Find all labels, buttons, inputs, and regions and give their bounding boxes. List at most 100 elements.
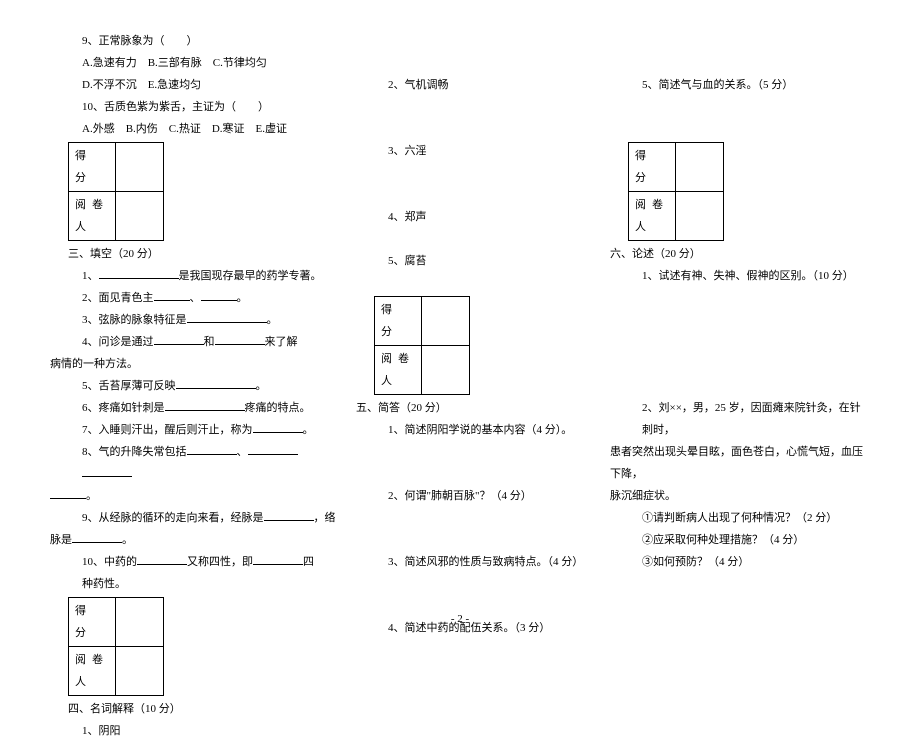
disc-2-sub2: ②应采取何种处理措施？（4 分） bbox=[610, 529, 870, 551]
disc-2-sub3: ③如何预防？（4 分） bbox=[610, 551, 870, 573]
fill-9: 9、从经脉的循环的走向来看，经脉是 ，络 bbox=[50, 507, 336, 529]
column-2: 2、气机调畅 3、六淫 4、郑声 5、腐苔 得 分 阅卷人 五、简答（20 分）… bbox=[356, 30, 590, 590]
section-6-heading: 六、论述（20 分） bbox=[610, 243, 870, 265]
noun-3: 3、六淫 bbox=[356, 140, 590, 162]
page-number: - 2 - bbox=[451, 613, 469, 625]
f8b: 、 bbox=[237, 446, 248, 458]
blank bbox=[72, 532, 122, 543]
q9-options-1: A.急速有力 B.三部有脉 C.节律均匀 bbox=[50, 52, 336, 74]
blank bbox=[253, 554, 303, 565]
blank bbox=[82, 466, 132, 477]
sa-2: 2、何谓"肺朝百脉"？（4 分） bbox=[356, 485, 590, 507]
f2a: 2、面见青色主 bbox=[82, 292, 154, 304]
f2b: 、 bbox=[190, 292, 201, 304]
score-value bbox=[676, 143, 724, 192]
blank bbox=[154, 334, 204, 345]
f7b: 。 bbox=[303, 424, 314, 436]
section-3-heading: 三、填空（20 分） bbox=[50, 243, 336, 265]
score-cell: 得 分 bbox=[629, 143, 676, 192]
f5a: 5、舌苔厚薄可反映 bbox=[82, 380, 176, 392]
grader-cell: 阅卷人 bbox=[629, 192, 676, 241]
f9b: ，络 bbox=[314, 512, 336, 524]
column-1: 9、正常脉象为（ ） A.急速有力 B.三部有脉 C.节律均匀 D.不浮不沉 E… bbox=[50, 30, 336, 590]
blank bbox=[187, 444, 237, 455]
sa-3: 3、简述风邪的性质与致病特点。（4 分） bbox=[356, 551, 590, 573]
fill-8-end: 。 bbox=[50, 485, 336, 507]
f9d: 。 bbox=[122, 534, 133, 546]
noun-4: 4、郑声 bbox=[356, 206, 590, 228]
f9a: 9、从经脉的循环的走向来看，经脉是 bbox=[82, 512, 264, 524]
blank bbox=[187, 312, 267, 323]
f8a: 8、气的升降失常包括 bbox=[82, 446, 187, 458]
blank bbox=[248, 444, 298, 455]
fill-3: 3、弦脉的脉象特征是 。 bbox=[50, 309, 336, 331]
fill-4-line2: 病情的一种方法。 bbox=[50, 353, 336, 375]
grader-value bbox=[676, 192, 724, 241]
score-value bbox=[116, 143, 164, 192]
grader-value bbox=[422, 346, 470, 395]
score-table-1: 得 分 阅卷人 bbox=[68, 142, 164, 241]
f1a: 1、 bbox=[82, 270, 99, 282]
blank bbox=[154, 290, 190, 301]
f5b: 。 bbox=[256, 380, 267, 392]
section-5-heading: 五、简答（20 分） bbox=[356, 397, 590, 419]
blank bbox=[50, 488, 86, 499]
disc-2a: 2、刘××，男，25 岁，因面瘫来院针灸，在针刺时， bbox=[610, 397, 870, 441]
disc-1: 1、试述有神、失神、假神的区别。（10 分） bbox=[610, 265, 870, 287]
f6b: 疼痛的特点。 bbox=[245, 402, 311, 414]
fill-4-line1: 4、问诊是通过 和 来了解 bbox=[50, 331, 336, 353]
score-table-4: 得 分 阅卷人 bbox=[628, 142, 724, 241]
fill-1: 1、 是我国现存最早的药学专著。 bbox=[50, 265, 336, 287]
q10-options: A.外感 B.内伤 C.热证 D.寒证 E.虚证 bbox=[50, 118, 336, 140]
fill-10: 10、中药的 又称四性，即 四 bbox=[50, 551, 336, 573]
sa-1: 1、简述阴阳学说的基本内容（4 分）。 bbox=[356, 419, 590, 441]
fill-8: 8、气的升降失常包括 、 bbox=[50, 441, 336, 485]
score-cell: 得 分 bbox=[69, 598, 116, 647]
f4b: 和 bbox=[204, 336, 215, 348]
fill-10-line2: 种药性。 bbox=[50, 573, 336, 595]
f4a: 4、问诊是通过 bbox=[82, 336, 154, 348]
score-value bbox=[116, 598, 164, 647]
f6a: 6、疼痛如针刺是 bbox=[82, 402, 165, 414]
grader-cell: 阅卷人 bbox=[69, 647, 116, 696]
f8c: 。 bbox=[86, 490, 97, 502]
disc-2b: 患者突然出现头晕目眩，面色苍白，心慌气短，血压下降， bbox=[610, 441, 870, 485]
fill-9-line2: 脉是 。 bbox=[50, 529, 336, 551]
f3a: 3、弦脉的脉象特征是 bbox=[82, 314, 187, 326]
blank bbox=[201, 290, 237, 301]
grader-value bbox=[116, 647, 164, 696]
blank bbox=[137, 554, 187, 565]
noun-2: 2、气机调畅 bbox=[356, 74, 590, 96]
grader-value bbox=[116, 192, 164, 241]
fill-2: 2、面见青色主 、 。 bbox=[50, 287, 336, 309]
grader-cell: 阅卷人 bbox=[69, 192, 116, 241]
f1b: 是我国现存最早的药学专著。 bbox=[179, 270, 322, 282]
f4c: 来了解 bbox=[265, 336, 298, 348]
blank bbox=[215, 334, 265, 345]
f10c: 四 bbox=[303, 556, 314, 568]
blank bbox=[176, 378, 256, 389]
f9c: 脉是 bbox=[50, 534, 72, 546]
column-3: 5、简述气与血的关系。（5 分） 得 分 阅卷人 六、论述（20 分） 1、试述… bbox=[610, 30, 870, 590]
f3b: 。 bbox=[267, 314, 278, 326]
blank bbox=[99, 268, 179, 279]
grader-cell: 阅卷人 bbox=[375, 346, 422, 395]
q10: 10、舌质色紫为紫舌，主证为（ ） bbox=[50, 96, 336, 118]
q9-options-2: D.不浮不沉 E.急速均匀 bbox=[50, 74, 336, 96]
blank bbox=[253, 422, 303, 433]
noun-1: 1、阴阳 bbox=[50, 720, 336, 742]
blank bbox=[165, 400, 245, 411]
blank bbox=[264, 510, 314, 521]
score-cell: 得 分 bbox=[69, 143, 116, 192]
f7a: 7、入睡则汗出，醒后则汗止，称为 bbox=[82, 424, 253, 436]
page-content: 9、正常脉象为（ ） A.急速有力 B.三部有脉 C.节律均匀 D.不浮不沉 E… bbox=[50, 30, 870, 590]
score-table-3: 得 分 阅卷人 bbox=[374, 296, 470, 395]
f2c: 。 bbox=[237, 292, 248, 304]
f10a: 10、中药的 bbox=[82, 556, 137, 568]
f10b: 又称四性，即 bbox=[187, 556, 253, 568]
disc-2c: 脉沉细症状。 bbox=[610, 485, 870, 507]
fill-7: 7、入睡则汗出，醒后则汗止，称为 。 bbox=[50, 419, 336, 441]
disc-2-sub1: ①请判断病人出现了何种情况？（2 分） bbox=[610, 507, 870, 529]
fill-5: 5、舌苔厚薄可反映 。 bbox=[50, 375, 336, 397]
sa-5: 5、简述气与血的关系。（5 分） bbox=[610, 74, 870, 96]
